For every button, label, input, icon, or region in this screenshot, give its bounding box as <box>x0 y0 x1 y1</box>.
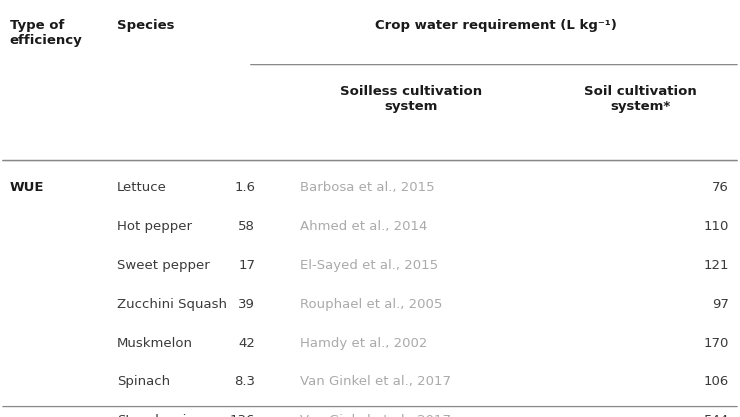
Text: Soil cultivation
system*: Soil cultivation system* <box>584 85 696 113</box>
Text: Crop water requirement (L kg⁻¹): Crop water requirement (L kg⁻¹) <box>375 19 616 32</box>
Text: 544: 544 <box>704 414 729 417</box>
Text: Rouphael et al., 2005: Rouphael et al., 2005 <box>300 298 442 311</box>
Text: Strawberries: Strawberries <box>117 414 201 417</box>
Text: Spinach: Spinach <box>117 375 170 388</box>
Text: 170: 170 <box>704 337 729 349</box>
Text: Ahmed et al., 2014: Ahmed et al., 2014 <box>300 220 427 233</box>
Text: WUE: WUE <box>10 181 44 194</box>
Text: 110: 110 <box>704 220 729 233</box>
Text: 8.3: 8.3 <box>235 375 255 388</box>
Text: Species: Species <box>117 19 175 32</box>
Text: Soilless cultivation
system: Soilless cultivation system <box>340 85 482 113</box>
Text: 58: 58 <box>238 220 255 233</box>
Text: Type of
efficiency: Type of efficiency <box>10 19 82 47</box>
Text: 42: 42 <box>238 337 255 349</box>
Text: 106: 106 <box>704 375 729 388</box>
Text: Zucchini Squash: Zucchini Squash <box>117 298 227 311</box>
Text: 97: 97 <box>712 298 729 311</box>
Text: 39: 39 <box>238 298 255 311</box>
Text: Barbosa et al., 2015: Barbosa et al., 2015 <box>300 181 434 194</box>
Text: 1.6: 1.6 <box>235 181 255 194</box>
Text: Lettuce: Lettuce <box>117 181 166 194</box>
Text: 76: 76 <box>712 181 729 194</box>
Text: Sweet pepper: Sweet pepper <box>117 259 209 272</box>
Text: 121: 121 <box>704 259 729 272</box>
Text: Muskmelon: Muskmelon <box>117 337 193 349</box>
Text: Van Ginkel et al., 2017: Van Ginkel et al., 2017 <box>300 414 451 417</box>
Text: 136: 136 <box>230 414 255 417</box>
Text: 17: 17 <box>238 259 255 272</box>
Text: Van Ginkel et al., 2017: Van Ginkel et al., 2017 <box>300 375 451 388</box>
Text: Hamdy et al., 2002: Hamdy et al., 2002 <box>300 337 427 349</box>
Text: Hot pepper: Hot pepper <box>117 220 192 233</box>
Text: El-Sayed et al., 2015: El-Sayed et al., 2015 <box>300 259 438 272</box>
